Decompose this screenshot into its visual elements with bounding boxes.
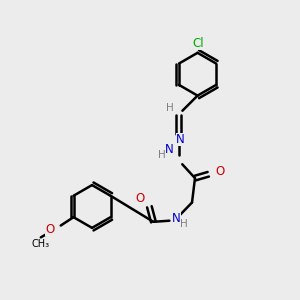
Text: O: O [135, 191, 144, 205]
Text: H: H [167, 103, 174, 113]
Text: N: N [176, 133, 184, 146]
Text: N: N [165, 143, 173, 156]
Text: H: H [158, 150, 166, 160]
Text: O: O [215, 165, 225, 178]
Text: H: H [180, 219, 188, 229]
Text: O: O [45, 223, 54, 236]
Text: N: N [172, 212, 181, 225]
Text: Cl: Cl [192, 38, 204, 50]
Text: CH₃: CH₃ [31, 239, 49, 249]
